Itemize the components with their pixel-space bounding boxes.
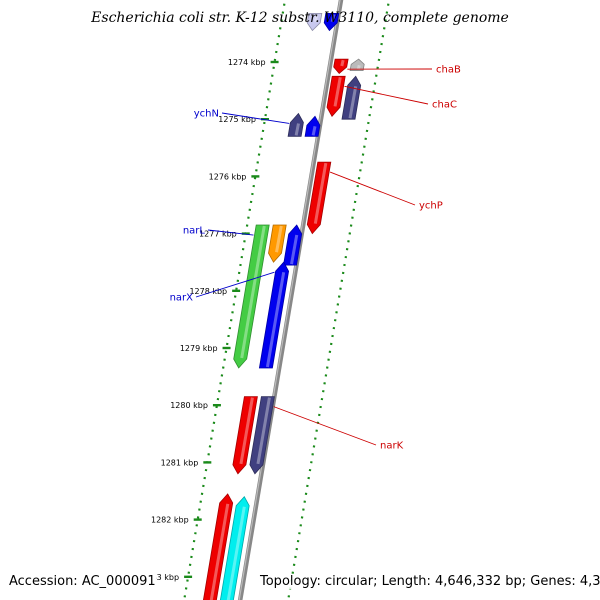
gene-arrow[interactable] bbox=[306, 161, 332, 235]
gene-arrow-body bbox=[219, 496, 250, 600]
gene-arrow[interactable] bbox=[323, 13, 340, 32]
tick-label: 1281 kbp bbox=[161, 458, 199, 467]
tick-label: 1277 kbp bbox=[199, 230, 237, 239]
gene-arrow-body bbox=[333, 58, 349, 74]
gene-arrow-highlight bbox=[275, 225, 283, 253]
gene-arrow[interactable] bbox=[233, 224, 270, 369]
ruler-tick: 1282 kbp bbox=[151, 516, 202, 525]
tick-label: 1282 kbp bbox=[151, 516, 189, 525]
genome-backbone bbox=[237, 0, 344, 600]
gene-arrow[interactable] bbox=[268, 224, 287, 263]
tick-label: 1274 kbp bbox=[228, 58, 266, 67]
accession-text: Accession: AC_000091 bbox=[9, 574, 156, 589]
gene-arrow-highlight bbox=[348, 86, 358, 119]
tick-label: 1276 kbp bbox=[209, 172, 247, 181]
gene-arrow[interactable] bbox=[203, 493, 234, 600]
gene-name[interactable]: chaB bbox=[436, 65, 461, 76]
gene-arrow[interactable] bbox=[283, 224, 303, 266]
gene-arrow-highlight bbox=[239, 397, 254, 465]
gene-name[interactable]: narL bbox=[183, 226, 206, 237]
gene-arrow-highlight bbox=[340, 59, 345, 67]
gene-arrow[interactable] bbox=[258, 261, 290, 369]
tick-label: 1278 kbp bbox=[189, 287, 227, 296]
genome-title: Escherichia coli str. K-12 substr. W3110… bbox=[91, 10, 509, 26]
gene-arrow-highlight bbox=[209, 503, 230, 600]
gene-arrow-highlight bbox=[294, 123, 300, 136]
gene-leader-line bbox=[195, 271, 275, 298]
gene-arrow-highlight bbox=[313, 162, 328, 224]
gene-arrow[interactable] bbox=[341, 75, 362, 120]
ruler-tick: 1281 kbp bbox=[161, 458, 212, 467]
ruler-tick: 1283 kbp bbox=[141, 573, 193, 582]
ruler-tick: 1280 kbp bbox=[170, 401, 221, 410]
gene-name[interactable]: ychP bbox=[419, 201, 443, 212]
ruler-tick: 1279 kbp bbox=[180, 344, 231, 353]
gene-arrow-body bbox=[306, 13, 323, 32]
gene-arrow-body bbox=[283, 224, 303, 266]
gene-arrow-body bbox=[323, 13, 340, 32]
gene-arrow[interactable] bbox=[232, 396, 258, 475]
gene-label-narK: narK bbox=[273, 406, 404, 452]
gene-arrow-highlight bbox=[330, 14, 336, 23]
gene-arrow-highlight bbox=[265, 271, 286, 368]
gene-arrow-body bbox=[326, 75, 346, 117]
tick-label: 1275 kbp bbox=[218, 115, 256, 124]
gene-leader-line bbox=[344, 85, 429, 105]
gene-arrow[interactable] bbox=[333, 58, 349, 74]
gene-leader-line bbox=[329, 171, 416, 206]
gene-arrow-body bbox=[258, 261, 290, 369]
gene-arrow-body bbox=[232, 396, 258, 475]
gene-arrow-body bbox=[341, 75, 362, 120]
gene-arrow[interactable] bbox=[249, 396, 275, 475]
gene-arrow-body bbox=[304, 115, 321, 137]
gene-arrow-highlight bbox=[240, 225, 266, 359]
gene-arrow-highlight bbox=[311, 126, 317, 136]
gene-leader-line bbox=[221, 112, 290, 124]
gene-arrow-highlight bbox=[226, 506, 246, 600]
gene-arrow[interactable] bbox=[219, 496, 250, 600]
gene-arrow-highlight bbox=[256, 397, 271, 465]
genome-summary-text: Topology: circular; Length: 4,646,332 bp… bbox=[258, 574, 600, 589]
gene-arrow-body bbox=[306, 161, 332, 235]
gene-name[interactable]: ychN bbox=[194, 109, 219, 120]
gene-arrow-body bbox=[287, 112, 304, 137]
gene-arrow[interactable] bbox=[304, 115, 321, 137]
tick-label: 1280 kbp bbox=[170, 401, 208, 410]
gene-label-ychN: ychN bbox=[194, 109, 290, 124]
gene-arrow-body bbox=[349, 58, 365, 71]
ruler-tick: 1278 kbp bbox=[189, 287, 241, 296]
tick-label: 1279 kbp bbox=[180, 344, 218, 353]
gene-label-narX: narX bbox=[170, 271, 275, 304]
ruler-tick: 1274 kbp bbox=[228, 58, 279, 67]
gene-leader-line bbox=[273, 406, 377, 446]
gene-arrow-body bbox=[268, 224, 287, 263]
backbone-highlight bbox=[238, 0, 341, 600]
gene-arrow-body bbox=[249, 396, 275, 475]
gene-arrow-highlight bbox=[313, 14, 319, 23]
gene-arrow[interactable] bbox=[306, 13, 323, 32]
gene-arrow-highlight bbox=[333, 77, 342, 107]
gene-leader-line bbox=[207, 229, 254, 236]
kbp-ruler: 1274 kbp 1275 kbp 1276 kbp 1277 kbp 1278 kbp… bbox=[141, 58, 279, 582]
backbone-line bbox=[237, 0, 344, 600]
gene-label-narL: narL bbox=[183, 226, 254, 237]
tick-label: 1283 kbp bbox=[141, 573, 179, 582]
gene-arrow[interactable] bbox=[287, 112, 304, 137]
gene-labels: chaB chaC ychN ychP narL narX narK bbox=[170, 65, 461, 452]
gene-label-chaC: chaC bbox=[344, 85, 457, 111]
gene-name[interactable]: chaC bbox=[432, 100, 457, 111]
gene-arrow-highlight bbox=[290, 234, 299, 265]
gene-name[interactable]: narK bbox=[380, 441, 404, 452]
gene-label-ychP: ychP bbox=[329, 171, 443, 212]
gene-arrow-body bbox=[203, 493, 234, 600]
gene-label-chaB: chaB bbox=[347, 65, 461, 76]
gene-arrow[interactable] bbox=[326, 75, 346, 117]
gene-name[interactable]: narX bbox=[170, 293, 194, 304]
ruler-tick: 1276 kbp bbox=[209, 172, 260, 181]
gene-arrow-body bbox=[233, 224, 270, 369]
gene-features bbox=[203, 13, 365, 600]
